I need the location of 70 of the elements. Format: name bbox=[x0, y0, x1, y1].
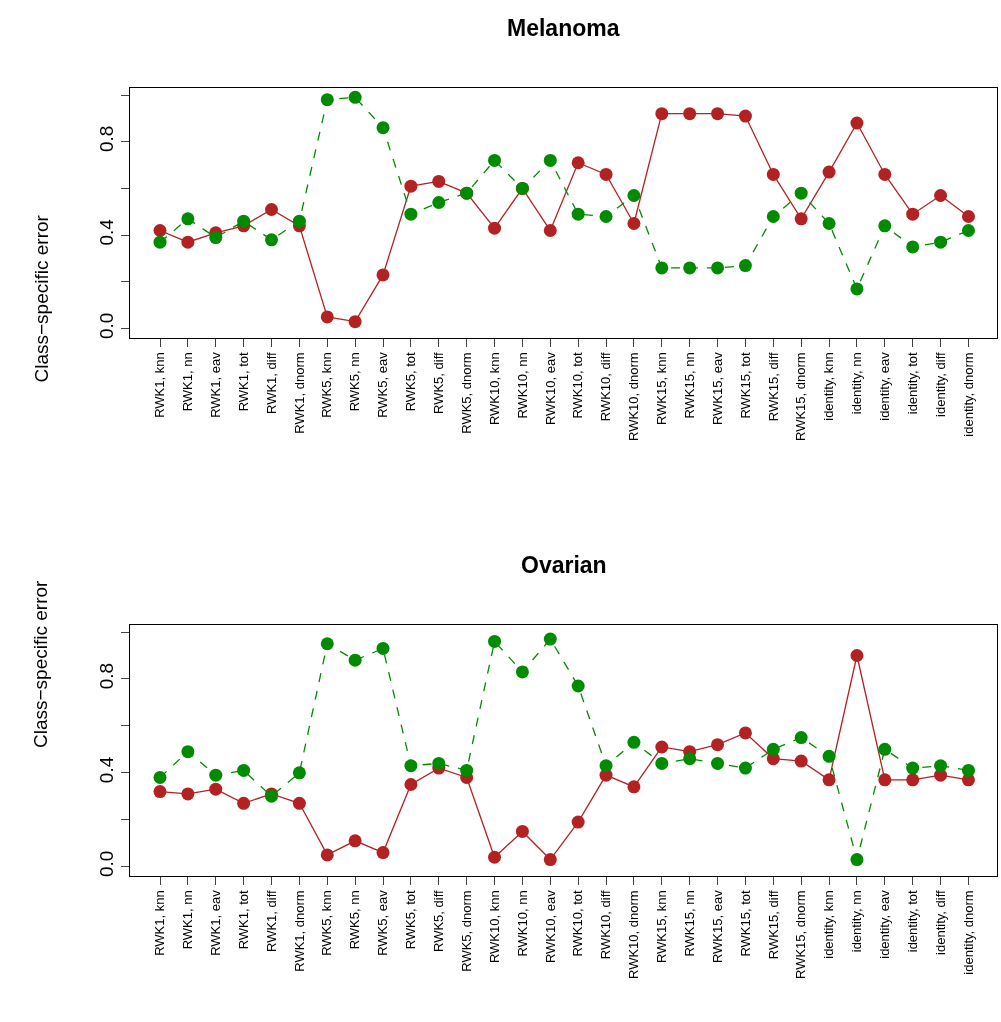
x-tick-label: identity, eav bbox=[877, 351, 893, 421]
y-axis-title: Class−specific error bbox=[30, 214, 52, 383]
x-tick-label: RWK10, eav bbox=[542, 889, 558, 964]
y-axis-title: Class−specific error bbox=[30, 579, 51, 748]
x-tick-label: RWK10, eav bbox=[542, 351, 558, 426]
x-tick-label: RWK1, diff bbox=[263, 351, 279, 415]
x-tick-label: RWK10, diff bbox=[598, 889, 614, 960]
chart-title: Ovarian bbox=[521, 552, 607, 578]
x-tick-label: RWK15, knn bbox=[654, 890, 670, 964]
x-tick-label: RWK10, knn bbox=[486, 352, 502, 426]
x-tick-label: RWK1, diff bbox=[263, 889, 279, 953]
y-tick-label: 0.8 bbox=[96, 125, 118, 153]
x-tick-label: RWK10, tot bbox=[570, 889, 586, 957]
x-tick-label: RWK15, tot bbox=[737, 889, 753, 957]
x-tick-label: RWK15, nn bbox=[681, 890, 697, 957]
y-tick-label: 0.4 bbox=[96, 218, 118, 246]
x-tick-label: RWK5, knn bbox=[319, 890, 335, 956]
x-tick-label: RWK15, eav bbox=[709, 351, 725, 426]
x-tick-label: identity, diff bbox=[932, 889, 948, 955]
y-tick-label: 0.0 bbox=[96, 850, 118, 877]
x-tick-label: RWK15, eav bbox=[709, 889, 725, 964]
x-tick-label: RWK1, knn bbox=[152, 352, 168, 418]
x-tick-label: RWK10, nn bbox=[514, 352, 530, 419]
x-tick-label: RWK5, tot bbox=[403, 351, 419, 412]
x-tick-label: RWK5, diff bbox=[431, 889, 447, 953]
x-tick-label: RWK15, diff bbox=[765, 889, 781, 960]
x-tick-label: RWK15, dnorm bbox=[793, 352, 809, 441]
x-tick-label: RWK15, knn bbox=[654, 352, 670, 426]
x-tick-label: identity, eav bbox=[877, 889, 893, 959]
x-tick-label: RWK1, eav bbox=[207, 351, 223, 418]
x-tick-label: identity, tot bbox=[904, 889, 920, 953]
y-tick-label: 0.0 bbox=[96, 312, 118, 340]
x-tick-label: RWK10, dnorm bbox=[626, 890, 642, 979]
x-tick-label: RWK10, knn bbox=[486, 890, 502, 964]
x-tick-label: RWK1, tot bbox=[235, 351, 251, 412]
x-tick-label: RWK15, dnorm bbox=[793, 890, 809, 979]
x-tick-label: RWK15, diff bbox=[765, 351, 781, 422]
x-tick-label: RWK5, tot bbox=[403, 889, 419, 950]
x-tick-label: identity, knn bbox=[821, 352, 837, 421]
x-tick-label: RWK1, eav bbox=[207, 889, 223, 956]
x-tick-label: RWK5, nn bbox=[347, 890, 363, 950]
x-tick-label: RWK1, knn bbox=[152, 890, 168, 956]
x-tick-label: RWK5, eav bbox=[375, 351, 391, 418]
y-tick-label: 0.8 bbox=[96, 662, 118, 690]
x-tick-label: RWK10, diff bbox=[598, 351, 614, 422]
x-tick-label: identity, dnorm bbox=[960, 352, 976, 437]
x-tick-label: RWK1, nn bbox=[180, 890, 196, 950]
x-tick-label: RWK10, nn bbox=[514, 890, 530, 957]
x-tick-label: RWK5, nn bbox=[347, 352, 363, 412]
x-tick-label: RWK5, dnorm bbox=[458, 890, 474, 972]
x-tick-label: identity, nn bbox=[849, 890, 865, 953]
x-tick-label: identity, nn bbox=[849, 352, 865, 415]
x-tick-label: identity, dnorm bbox=[960, 890, 976, 975]
x-tick-label: identity, diff bbox=[932, 351, 948, 417]
x-tick-label: RWK1, nn bbox=[180, 352, 196, 412]
x-tick-label: RWK5, eav bbox=[375, 889, 391, 956]
x-tick-label: RWK10, dnorm bbox=[626, 352, 642, 441]
x-tick-label: RWK1, dnorm bbox=[291, 352, 307, 434]
x-tick-label: RWK15, tot bbox=[737, 351, 753, 419]
x-tick-label: identity, knn bbox=[821, 890, 837, 959]
x-tick-label: RWK5, dnorm bbox=[458, 352, 474, 434]
x-tick-label: RWK15, nn bbox=[681, 352, 697, 419]
x-tick-label: RWK1, dnorm bbox=[291, 890, 307, 972]
x-tick-label: RWK5, knn bbox=[319, 352, 335, 418]
x-tick-label: RWK1, tot bbox=[235, 889, 251, 950]
y-tick-label: 0.4 bbox=[96, 756, 118, 784]
x-tick-label: identity, tot bbox=[904, 351, 920, 415]
x-tick-label: RWK5, diff bbox=[431, 351, 447, 415]
x-tick-label: RWK10, tot bbox=[570, 351, 586, 419]
chart-title: Melanoma bbox=[507, 15, 620, 41]
